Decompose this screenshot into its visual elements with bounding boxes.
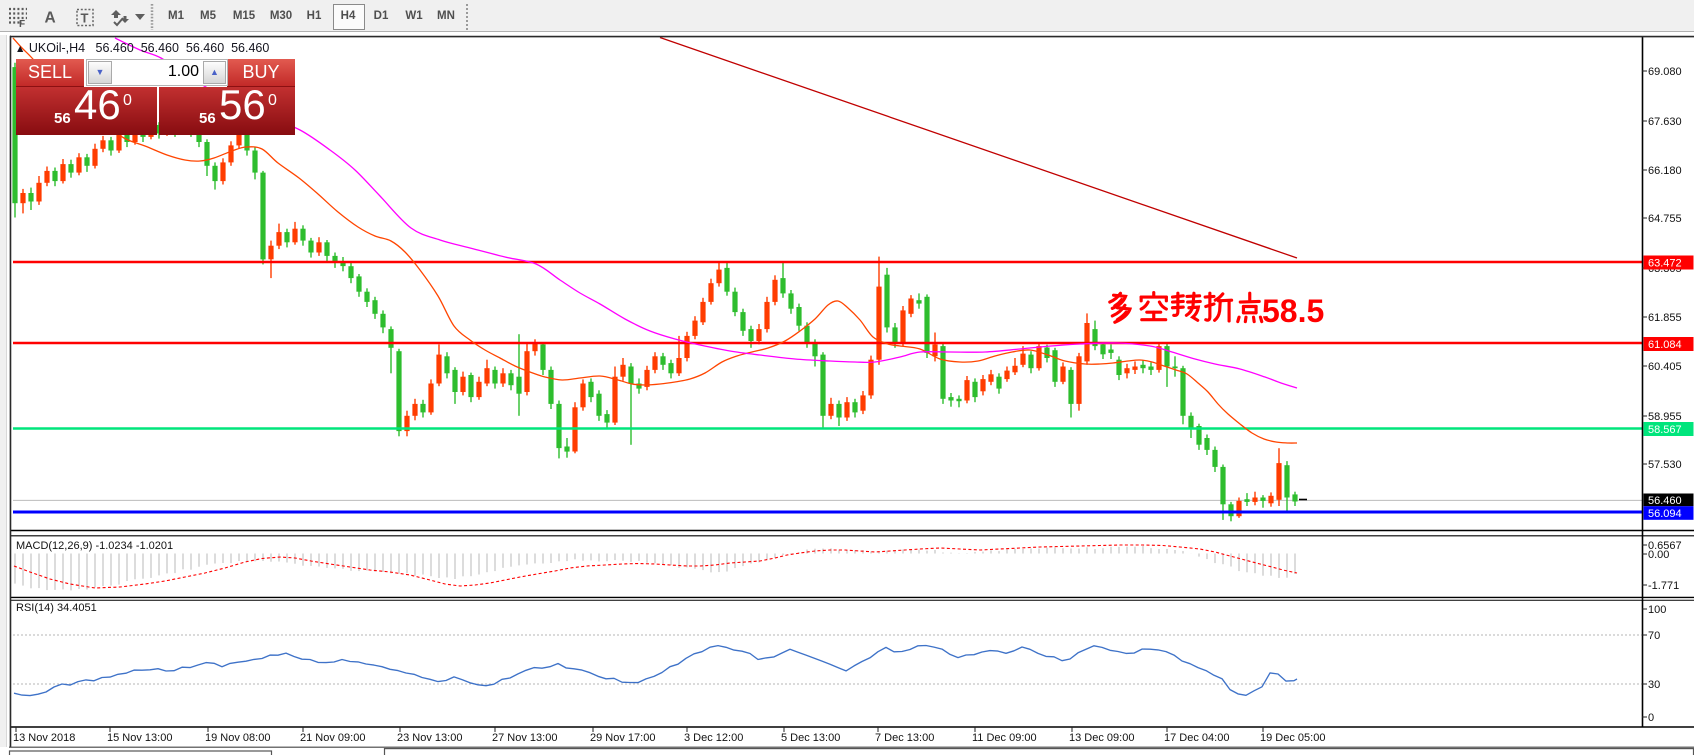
svg-text:56.094: 56.094 [1648, 508, 1682, 520]
svg-text:11 Dec 09:00: 11 Dec 09:00 [972, 732, 1037, 744]
svg-text:17 Dec 04:00: 17 Dec 04:00 [1164, 732, 1229, 744]
svg-text:5 Dec 13:00: 5 Dec 13:00 [781, 732, 840, 744]
svg-text:100: 100 [1648, 604, 1666, 616]
svg-text:0: 0 [1648, 712, 1654, 724]
svg-text:29 Nov 17:00: 29 Nov 17:00 [590, 732, 655, 744]
svg-text:69.080: 69.080 [1648, 66, 1682, 78]
svg-text:19 Nov 08:00: 19 Nov 08:00 [205, 732, 270, 744]
svg-text:T: T [81, 11, 89, 26]
svg-text:19 Dec 05:00: 19 Dec 05:00 [1260, 732, 1325, 744]
svg-text:A: A [45, 10, 56, 27]
svg-text:63.472: 63.472 [1648, 258, 1682, 270]
svg-text:15 Nov 13:00: 15 Nov 13:00 [107, 732, 172, 744]
svg-text:66.180: 66.180 [1648, 165, 1682, 177]
svg-text:58.955: 58.955 [1648, 411, 1682, 423]
svg-text:61.855: 61.855 [1648, 312, 1682, 324]
svg-text:21 Nov 09:00: 21 Nov 09:00 [300, 732, 365, 744]
svg-text:3 Dec 12:00: 3 Dec 12:00 [684, 732, 743, 744]
svg-text:30: 30 [1648, 679, 1660, 691]
svg-text:23 Nov 13:00: 23 Nov 13:00 [397, 732, 462, 744]
svg-text:0.00: 0.00 [1648, 549, 1669, 561]
svg-text:13 Nov 2018: 13 Nov 2018 [13, 732, 75, 744]
svg-text:61.084: 61.084 [1648, 339, 1682, 351]
svg-text:64.755: 64.755 [1648, 213, 1682, 225]
svg-text:60.405: 60.405 [1648, 361, 1682, 373]
svg-text:13 Dec 09:00: 13 Dec 09:00 [1069, 732, 1134, 744]
svg-text:70: 70 [1648, 630, 1660, 642]
svg-text:67.630: 67.630 [1648, 116, 1682, 128]
svg-text:F: F [19, 19, 25, 30]
svg-text:57.530: 57.530 [1648, 459, 1682, 471]
svg-text:-1.771: -1.771 [1648, 580, 1679, 592]
svg-text:0.6567: 0.6567 [1648, 540, 1682, 552]
svg-text:27 Nov 13:00: 27 Nov 13:00 [492, 732, 557, 744]
svg-text:56.460: 56.460 [1648, 495, 1682, 507]
svg-text:58.567: 58.567 [1648, 424, 1682, 436]
svg-text:58.5: 58.5 [1262, 293, 1324, 329]
svg-text:7 Dec 13:00: 7 Dec 13:00 [875, 732, 934, 744]
